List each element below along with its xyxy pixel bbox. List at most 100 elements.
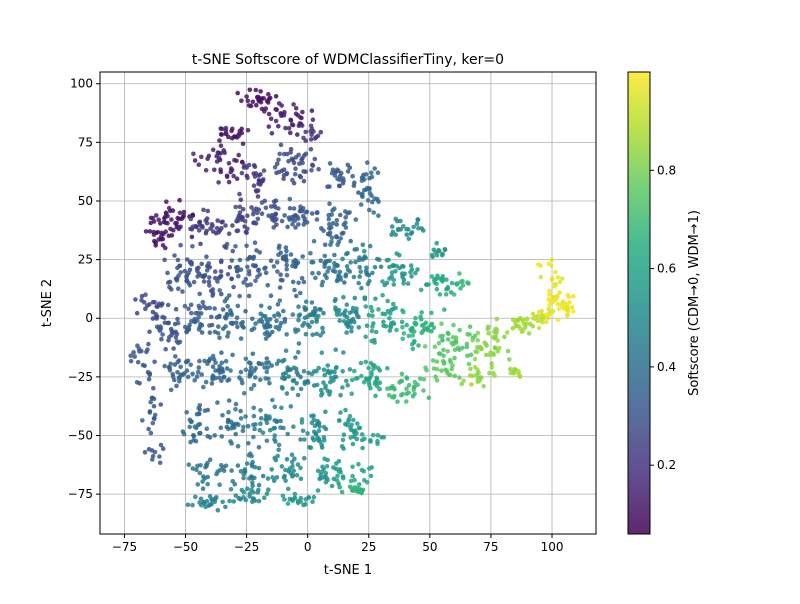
scatter-point [369, 372, 374, 378]
scatter-point [410, 394, 416, 399]
scatter-point [300, 160, 305, 166]
scatter-point [469, 382, 474, 387]
y-tick-label: 75 [78, 135, 93, 149]
scatter-point [283, 348, 289, 354]
scatter-point [252, 240, 258, 245]
scatter-point [337, 318, 343, 324]
x-axis-ticks: −75 −50 −25 0 25 50 75 100 [112, 534, 563, 554]
scatter-point [223, 504, 228, 510]
scatter-point [223, 358, 229, 364]
scatter-point [230, 248, 236, 254]
scatter-point [166, 233, 172, 239]
scatter-point [316, 313, 321, 319]
scatter-point [301, 178, 307, 184]
scatter-point [229, 441, 234, 446]
scatter-point [238, 416, 244, 421]
scatter-point [231, 499, 237, 504]
scatter-point [143, 229, 149, 234]
scatter-point [219, 463, 224, 468]
scatter-point [369, 170, 374, 175]
scatter-point [464, 341, 470, 347]
scatter-point [236, 495, 241, 501]
scatter-point [229, 258, 235, 263]
scatter-points [128, 87, 576, 513]
scatter-point [368, 360, 374, 366]
scatter-point [325, 269, 330, 274]
scatter-point [132, 354, 137, 359]
scatter-point [191, 433, 197, 439]
scatter-point [437, 351, 443, 357]
scatter-point [177, 210, 183, 216]
scatter-point [336, 418, 342, 423]
scatter-point [251, 383, 257, 388]
scatter-point [162, 363, 167, 369]
scatter-point [251, 434, 256, 440]
scatter-point [436, 247, 441, 253]
scatter-point [404, 399, 409, 404]
scatter-point [226, 179, 232, 185]
scatter-point [151, 385, 156, 391]
scatter-point [244, 243, 249, 249]
scatter-point [475, 344, 480, 350]
scatter-point [450, 335, 456, 340]
scatter-point [300, 323, 305, 328]
scatter-point [153, 243, 158, 248]
scatter-point [425, 327, 431, 333]
scatter-point [245, 283, 250, 288]
scatter-point [290, 386, 295, 391]
scatter-point [391, 301, 396, 307]
scatter-point [321, 310, 326, 316]
scatter-point [422, 344, 428, 349]
scatter-point [269, 131, 275, 136]
scatter-point [385, 308, 391, 314]
scatter-point [315, 418, 320, 424]
scatter-point [320, 330, 326, 335]
scatter-point [250, 351, 256, 357]
scatter-point [310, 117, 316, 122]
scatter-point [360, 487, 366, 493]
scatter-point [148, 220, 154, 226]
scatter-point [479, 346, 484, 352]
scatter-point [386, 257, 391, 263]
scatter-point [290, 312, 296, 317]
scatter-point [195, 369, 201, 375]
scatter-point [168, 361, 173, 367]
scatter-point [367, 278, 372, 284]
scatter-point [219, 434, 225, 439]
scatter-point [152, 416, 157, 422]
y-tick-label: −75 [68, 487, 93, 501]
scatter-point [205, 156, 210, 161]
scatter-point [369, 308, 375, 314]
scatter-point [309, 211, 315, 216]
scatter-point [243, 308, 248, 314]
scatter-point [466, 361, 472, 367]
scatter-point [301, 279, 307, 285]
scatter-point [242, 467, 248, 472]
scatter-point [245, 423, 251, 429]
scatter-point [268, 258, 274, 264]
scatter-point [245, 98, 251, 104]
scatter-point [186, 270, 191, 276]
scatter-point [370, 324, 375, 329]
scatter-point [413, 270, 418, 276]
scatter-point [423, 365, 428, 371]
scatter-point [338, 236, 344, 241]
scatter-point [205, 263, 210, 269]
scatter-point [274, 222, 279, 228]
scatter-point [214, 225, 220, 231]
scatter-point [321, 424, 327, 430]
scatter-point [488, 350, 493, 355]
scatter-point [165, 320, 171, 326]
scatter-point [199, 261, 204, 267]
scatter-point [352, 368, 357, 374]
scatter-point [390, 263, 396, 269]
scatter-point [207, 330, 213, 335]
scatter-point [284, 171, 289, 177]
scatter-point [239, 126, 244, 132]
scatter-point [353, 310, 359, 315]
scatter-point [266, 111, 272, 117]
scatter-point [160, 332, 165, 337]
scatter-point [309, 319, 315, 325]
scatter-point [505, 348, 511, 354]
scatter-point [384, 280, 390, 286]
